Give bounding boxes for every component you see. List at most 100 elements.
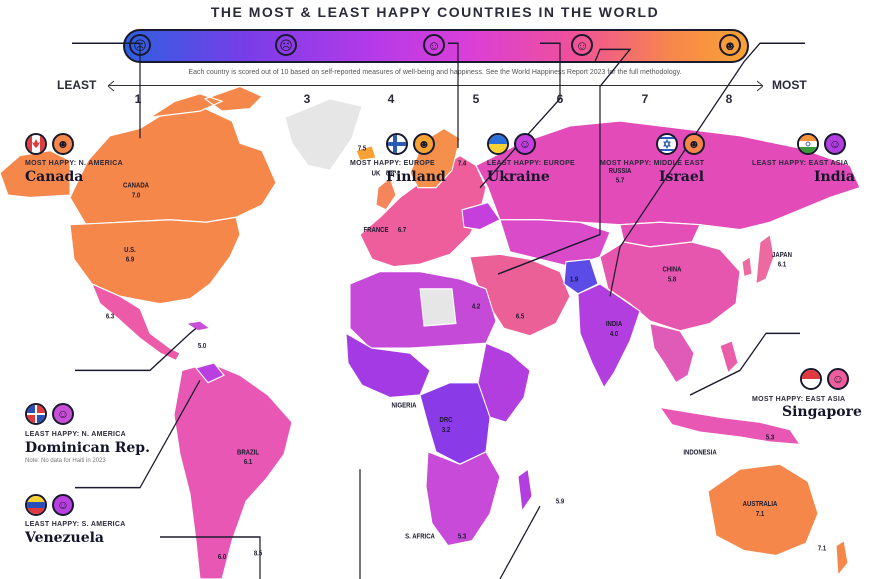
dominican-flag-icon: [25, 403, 47, 425]
map-label-name: U.S.: [124, 246, 136, 254]
callout-caption: LEAST HAPPY: EAST ASIA: [752, 160, 849, 167]
callout-country-name: Canada: [25, 169, 84, 185]
map-label-name: UK: [372, 170, 381, 178]
map-label-score: 8.5: [254, 550, 263, 558]
new-zealand-land: [835, 539, 849, 577]
map-label-name: RUSSIA: [609, 167, 632, 175]
grinning-face-icon: ☻: [683, 133, 705, 155]
map-label-score: 6.5: [516, 313, 525, 321]
uk-land: [375, 176, 397, 211]
grinning-face-icon: ☻: [52, 133, 74, 155]
callout-caption: MOST HAPPY: N. AMERICA: [25, 160, 123, 167]
axis-tick: 4: [387, 92, 395, 106]
map-label-score: 6.9: [126, 256, 135, 264]
korea-land: [741, 255, 753, 278]
map-label-name: INDONESIA: [683, 449, 716, 457]
map-label-score: 5.0: [198, 343, 207, 351]
map-label-score: 7.1: [756, 511, 765, 519]
sahara-nodata: [419, 288, 457, 327]
map-label-name: DRC: [440, 417, 453, 425]
page-title: THE MOST & LEAST HAPPY COUNTRIES IN THE …: [210, 4, 660, 20]
axis-tick: 3: [303, 92, 311, 106]
callout-caption: LEAST HAPPY: N. AMERICA: [25, 431, 127, 438]
map-label-score: 6.7: [398, 227, 407, 235]
venezuela-flag-icon: [25, 494, 47, 516]
map-label-score: 5.9: [556, 498, 565, 506]
map-label-name: FRANCE: [364, 227, 389, 235]
map-label-name: S. AFRICA: [405, 533, 435, 541]
callout-caption: MOST HAPPY: MIDDLE EAST: [600, 160, 705, 167]
singapore-callout-line: [689, 332, 800, 396]
callout-note: Note: No data for Haiti in 2023: [25, 458, 106, 464]
caribbean-land: [184, 320, 212, 332]
israel-flag-icon: [656, 133, 678, 155]
madagascar-land: [517, 468, 533, 513]
map-label-score: 7.4: [458, 160, 467, 168]
neutral-face-icon: ☺: [52, 494, 74, 516]
neutral-face-icon: ☺: [514, 133, 536, 155]
map-label-name: BRAZIL: [237, 449, 259, 457]
axis-tick: 7: [641, 92, 649, 106]
canada-callout-line: [72, 42, 141, 139]
grinning-face-icon: ☻: [719, 34, 741, 56]
bottom-right-callout-line: [499, 505, 541, 579]
central-africa-land: [419, 382, 491, 465]
content-face-icon: ☺: [571, 34, 593, 56]
japan-land: [755, 233, 775, 285]
content-face-icon: ☺: [827, 368, 849, 390]
map-label-score: 7.1: [818, 545, 827, 553]
map-label-name: CANADA: [123, 182, 149, 190]
map-label-score: 4.2: [472, 303, 481, 311]
map-label-score: 5.3: [766, 434, 775, 442]
map-label-score: 3.2: [442, 427, 451, 435]
sad-face-icon: ☹: [275, 34, 297, 56]
map-label-score: 6.1: [244, 459, 253, 467]
map-label-score: 5.7: [616, 177, 625, 185]
south-america-land: [173, 362, 293, 579]
neutral-face-icon: ☺: [52, 403, 74, 425]
ukraine-flag-icon: [487, 133, 509, 155]
finland-flag-icon: [386, 133, 408, 155]
map-label-name: CHINA: [663, 266, 682, 274]
callout-country-name: Israel: [659, 169, 705, 185]
australia-land: [707, 463, 819, 557]
axis-tick: 1: [134, 92, 142, 106]
map-label-score: 5.3: [458, 533, 467, 541]
callout-country-name: Ukraine: [487, 169, 550, 185]
europe-land: [359, 154, 487, 268]
map-label-name: JAPAN: [772, 251, 792, 259]
greenland-land: [284, 98, 363, 172]
callout-caption: LEAST HAPPY: EUROPE: [487, 160, 576, 167]
map-label-name: INDIA: [606, 320, 622, 328]
map-label-score: 4.0: [610, 330, 619, 338]
venezuela-land: [195, 362, 225, 384]
neutral-face-icon: ☺: [423, 34, 445, 56]
map-label-score: 6.8: [386, 170, 395, 178]
map-label-score: 6.3: [106, 313, 115, 321]
axis-tick: 5: [472, 92, 480, 106]
happiness-scale-bar: ☹ ☹ ☺ ☺ ☻: [123, 29, 749, 63]
callout-caption: MOST HAPPY: EUROPE: [350, 160, 436, 167]
dominican-callout-line: [75, 327, 197, 372]
methodology-note: Each country is scored out of 10 based o…: [188, 69, 682, 76]
canada-flag-icon: [25, 133, 47, 155]
map-label-score: 7.5: [358, 145, 367, 153]
axis-tick: 8: [725, 92, 733, 106]
india-callout-line: [609, 42, 805, 297]
callout-country-name: Dominican Rep.: [25, 440, 150, 456]
axis-least-label: LEAST: [57, 78, 97, 92]
axis-arrow: [108, 80, 763, 92]
map-label-score: 5.8: [668, 276, 677, 284]
finland-callout-line: [448, 42, 459, 149]
callout-country-name: Singapore: [782, 404, 862, 420]
map-label-score: 6.1: [778, 261, 787, 269]
singapore-flag-icon: [800, 368, 822, 390]
mexico-land: [90, 282, 181, 362]
axis-most-label: MOST: [772, 78, 807, 92]
venezuela-callout-line: [75, 379, 201, 489]
india-flag-icon: [797, 133, 819, 155]
philippines-land: [719, 339, 739, 374]
israel-callout-line: [497, 48, 632, 275]
map-label-name: NIGERIA: [392, 402, 417, 410]
